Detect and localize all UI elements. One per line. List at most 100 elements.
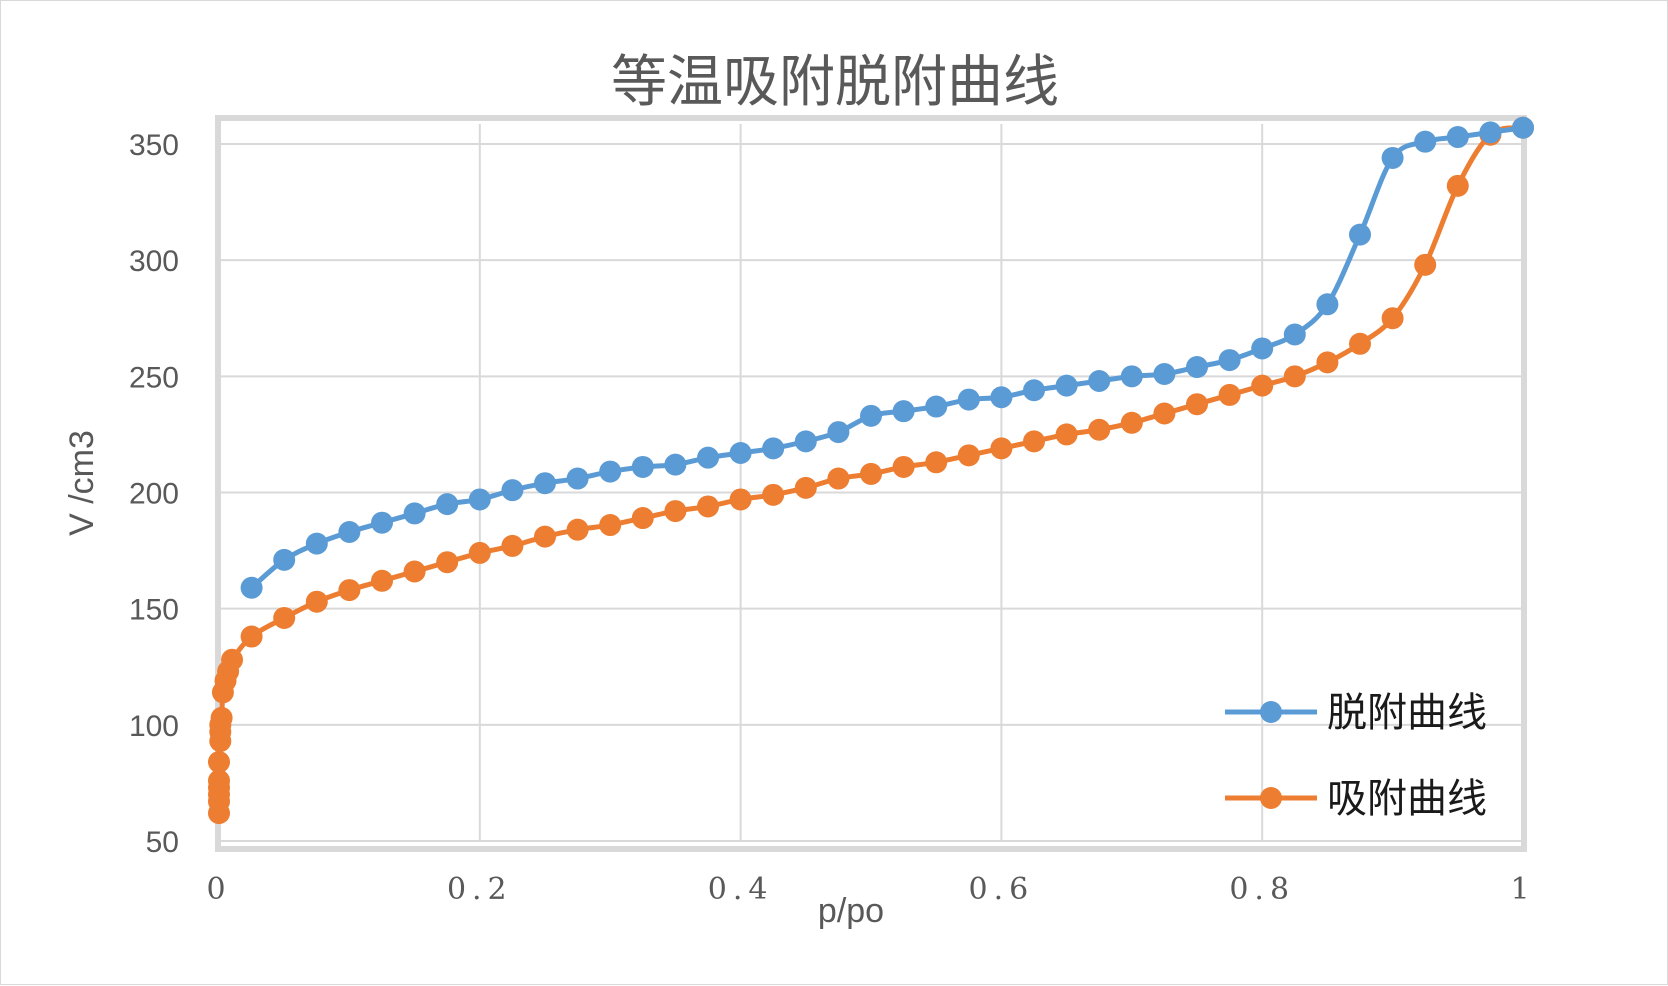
data-point-adsorption <box>697 495 719 518</box>
legend-marker <box>1260 787 1282 809</box>
data-point-desorption <box>729 442 752 465</box>
data-point-adsorption <box>1414 253 1437 276</box>
data-point-desorption <box>403 502 426 525</box>
data-point-adsorption <box>599 514 622 537</box>
data-point-desorption <box>1349 223 1371 246</box>
x-tick-label: 0.6 <box>969 872 1035 907</box>
data-point-adsorption <box>210 706 233 729</box>
data-point-desorption <box>990 386 1013 409</box>
data-point-adsorption <box>1446 174 1469 197</box>
data-point-adsorption <box>925 451 948 474</box>
data-point-adsorption <box>990 437 1013 460</box>
y-axis: 50 100 150 200 250 300 350 <box>129 129 179 859</box>
x-tick-label: 0.2 <box>447 872 513 907</box>
data-point-desorption <box>664 453 687 476</box>
data-point-adsorption <box>403 560 426 583</box>
data-point-adsorption <box>1088 418 1111 441</box>
data-point-adsorption <box>534 525 556 548</box>
data-point-desorption <box>468 488 491 511</box>
data-point-adsorption <box>1055 423 1078 446</box>
data-point-desorption <box>892 400 915 423</box>
data-point-desorption <box>1381 146 1404 169</box>
data-point-desorption <box>599 460 622 483</box>
data-point-desorption <box>1316 293 1339 316</box>
data-point-adsorption <box>1251 374 1274 397</box>
data-point-desorption <box>305 532 328 555</box>
y-tick-label: 300 <box>129 245 179 278</box>
data-point-adsorption <box>1349 332 1371 355</box>
data-point-desorption <box>1251 337 1274 360</box>
data-point-desorption <box>762 437 785 460</box>
data-point-desorption <box>1479 121 1502 144</box>
data-point-adsorption <box>957 444 980 467</box>
data-point-adsorption <box>762 483 785 506</box>
y-tick-label: 100 <box>129 710 179 743</box>
y-tick-label: 50 <box>146 826 179 859</box>
data-point-adsorption <box>631 507 654 530</box>
data-point-desorption <box>1120 365 1143 388</box>
x-tick-label: 0 <box>206 872 231 907</box>
data-point-adsorption <box>221 648 244 671</box>
data-point-adsorption <box>338 579 361 602</box>
y-tick-label: 350 <box>129 129 179 162</box>
data-point-desorption <box>273 548 296 571</box>
x-tick-label: 0.4 <box>708 872 774 907</box>
data-point-adsorption <box>273 606 296 629</box>
data-point-desorption <box>1512 116 1534 139</box>
data-point-desorption <box>925 395 948 418</box>
data-point-desorption <box>860 404 882 427</box>
data-point-desorption <box>1446 126 1469 149</box>
data-point-desorption <box>534 472 556 495</box>
data-point-desorption <box>697 446 719 469</box>
y-tick-label: 200 <box>129 478 179 511</box>
legend-label: 脱附曲线 <box>1327 690 1487 736</box>
data-point-desorption <box>338 520 361 543</box>
data-point-adsorption <box>729 488 752 511</box>
data-point-adsorption <box>371 569 393 592</box>
data-point-desorption <box>1186 356 1208 379</box>
data-point-adsorption <box>468 541 491 564</box>
data-point-adsorption <box>240 625 263 648</box>
data-point-adsorption <box>1120 411 1143 434</box>
data-point-desorption <box>794 430 817 453</box>
legend-item-desorption: 脱附曲线 <box>1225 690 1487 736</box>
data-point-desorption <box>1023 379 1045 402</box>
legend-item-adsorption: 吸附曲线 <box>1225 776 1487 822</box>
y-axis-label: V /cm3 <box>63 430 101 536</box>
data-point-desorption <box>1153 363 1176 386</box>
data-point-adsorption <box>1381 307 1404 330</box>
legend-label: 吸附曲线 <box>1327 776 1487 822</box>
data-point-desorption <box>1088 369 1111 392</box>
data-point-adsorption <box>664 500 687 523</box>
series-layer <box>208 116 1534 825</box>
data-point-adsorption <box>208 769 230 792</box>
x-tick-label: 0.8 <box>1229 872 1295 907</box>
data-point-desorption <box>371 511 393 534</box>
data-point-desorption <box>957 388 980 411</box>
data-point-desorption <box>1283 323 1306 346</box>
data-point-adsorption <box>1283 365 1306 388</box>
data-point-adsorption <box>305 590 328 613</box>
chart-title: 等温吸附脱附曲线 <box>611 50 1059 115</box>
data-point-desorption <box>1218 349 1241 372</box>
data-point-adsorption <box>1316 351 1339 374</box>
data-point-adsorption <box>1023 430 1045 453</box>
x-axis-label: p/po <box>818 892 884 930</box>
data-point-desorption <box>1414 130 1437 153</box>
data-point-desorption <box>240 576 263 599</box>
plot-area-border <box>215 115 1527 852</box>
data-point-desorption <box>501 479 524 502</box>
data-point-adsorption <box>1218 383 1241 406</box>
x-tick-label: 1 <box>1510 872 1535 907</box>
data-point-adsorption <box>566 518 589 541</box>
data-point-adsorption <box>436 551 459 574</box>
data-point-adsorption <box>1186 393 1208 416</box>
data-point-desorption <box>631 455 654 478</box>
data-point-desorption <box>436 493 459 516</box>
data-point-desorption <box>1055 374 1078 397</box>
data-point-desorption <box>827 421 850 444</box>
data-point-adsorption <box>208 751 230 774</box>
